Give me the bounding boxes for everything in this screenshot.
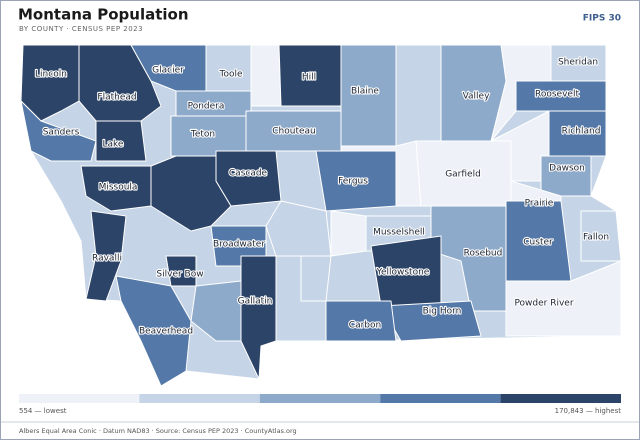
county-layer	[20, 44, 622, 387]
legend	[19, 394, 621, 403]
county-label: Missoula	[99, 183, 138, 193]
county	[325, 300, 397, 342]
footer: Albers Equal Area Conic · Datum NAD83 · …	[19, 427, 297, 435]
county-label: Toole	[218, 70, 242, 80]
county-label: Valley	[463, 92, 491, 102]
county	[20, 100, 97, 162]
legend-max: 170,843 — highest	[555, 407, 622, 415]
county	[250, 44, 282, 107]
county-label: Yellowstone	[376, 268, 430, 278]
county-label: Blaine	[351, 87, 379, 97]
county-label: Cascade	[229, 169, 268, 179]
county-label: Musselshell	[373, 228, 425, 238]
county-label: Teton	[190, 130, 215, 140]
legend-swatch	[259, 394, 381, 403]
subtitle: BY COUNTY · CENSUS PEP 2023	[19, 25, 143, 33]
legend-swatch	[500, 394, 621, 403]
county-label: Prairie	[525, 199, 554, 209]
county	[330, 210, 367, 257]
label-layer: Lincoln Flathead Glacier Toole Hill Blaine Val…	[34, 56, 610, 337]
county	[80, 165, 152, 212]
county-label: Glacier	[152, 66, 184, 76]
county-label: Hill	[302, 73, 316, 83]
county-label: Ravalli	[92, 254, 122, 264]
county-label: Broadwater	[213, 240, 265, 250]
county	[505, 260, 622, 337]
county-label: Fallon	[583, 233, 609, 243]
county	[240, 255, 277, 380]
county-label: Sanders	[43, 128, 80, 138]
badge: FIPS 30	[583, 14, 621, 24]
county-label: Richland	[562, 127, 601, 137]
county	[215, 150, 282, 207]
county	[395, 44, 442, 147]
county	[165, 255, 197, 287]
county	[315, 150, 397, 212]
legend-swatch	[380, 394, 501, 403]
county	[548, 110, 607, 157]
county-label: Gallatin	[238, 297, 273, 307]
county	[300, 255, 332, 302]
legend-swatch	[139, 394, 260, 403]
county	[190, 280, 242, 342]
legend-swatch	[19, 394, 140, 403]
county	[440, 44, 507, 142]
county-label: Chouteau	[272, 127, 315, 137]
county-label: Big Horn	[423, 307, 462, 317]
title: Montana Population	[18, 6, 189, 24]
county	[95, 120, 147, 162]
county-label: Powder River	[514, 299, 573, 309]
county-label: Silver Bow	[156, 270, 203, 280]
county-label: Fergus	[338, 177, 368, 187]
county	[85, 210, 127, 302]
county-label: Sheridan	[558, 58, 598, 68]
county	[540, 155, 592, 197]
county	[205, 44, 252, 92]
county-label: Rosebud	[464, 249, 503, 259]
county-label: Pondera	[188, 102, 225, 112]
county	[115, 275, 192, 387]
county-label: Lake	[103, 140, 124, 150]
county-label: Beaverhead	[139, 327, 193, 337]
county-label: Roosevelt	[535, 90, 579, 100]
county-label: Flathead	[97, 93, 136, 103]
county-label: Carbon	[349, 321, 381, 331]
county-label: Lincoln	[35, 70, 67, 80]
legend-min: 554 — lowest	[19, 407, 67, 415]
county-label: Dawson	[549, 164, 585, 174]
county-label: Custer	[523, 238, 553, 248]
county-label: Garfield	[445, 170, 481, 180]
